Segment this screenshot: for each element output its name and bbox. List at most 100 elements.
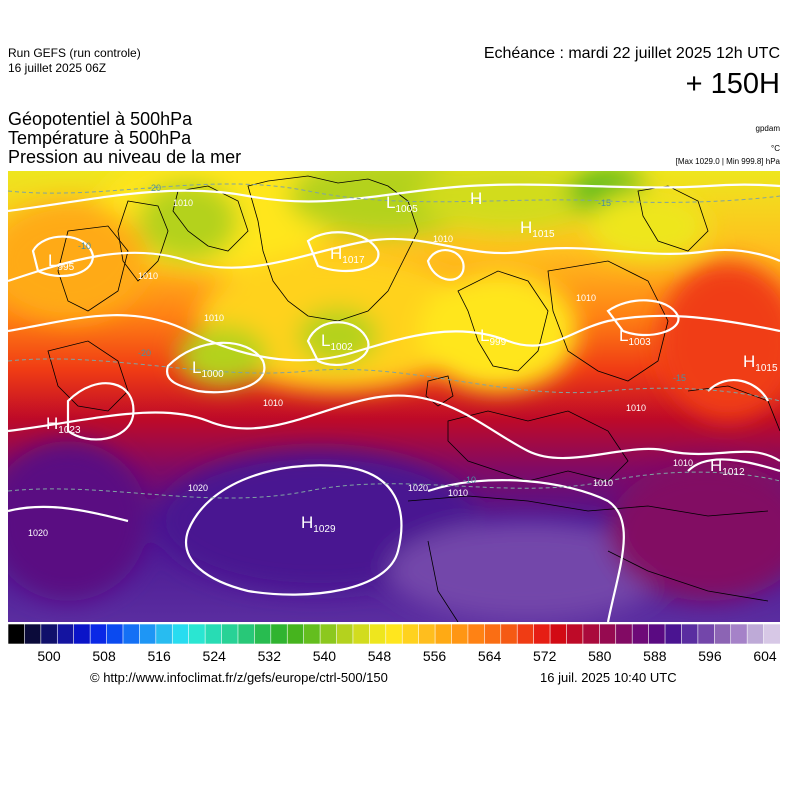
unit-temperature: °C <box>771 144 780 153</box>
colorbar-swatch <box>418 623 436 645</box>
pressure-center-low: L1005 <box>386 193 418 215</box>
pressure-center-high: H1017 <box>330 244 365 266</box>
isotherm-labels: -20 -10 -20 -15 -15 -10 <box>78 183 686 485</box>
colorbar <box>7 623 781 645</box>
pressure-center-low: L999 <box>480 326 507 348</box>
run-title: Run GEFS (run controle) <box>8 46 141 60</box>
isotherm-label: -10 <box>78 241 91 251</box>
colorbar-swatch <box>254 623 272 645</box>
colorbar-swatch <box>270 623 289 645</box>
colorbar-swatch <box>352 623 371 645</box>
run-date: 16 juillet 2025 06Z <box>8 61 107 75</box>
colorbar-swatch <box>533 623 551 645</box>
isobar-label: 1010 <box>204 313 224 323</box>
colorbar-swatch <box>615 623 633 645</box>
pressure-minmax: [Max 1029.0 | Min 999.8] hPa <box>675 157 780 166</box>
pressure-center-low: L1000 <box>192 358 224 380</box>
colorbar-swatch <box>56 623 75 645</box>
colorbar-swatch <box>336 623 354 645</box>
colorbar-swatch <box>434 623 453 645</box>
colorbar-swatch <box>582 623 601 645</box>
colorbar-swatch <box>664 623 683 645</box>
colorbar-swatch <box>763 623 781 645</box>
colorbar-swatch <box>697 623 716 645</box>
colorbar-label: 548 <box>367 648 392 664</box>
pressure-center-low: L1003 <box>619 326 651 348</box>
pressure-centers: L995 L1005 H H1015 H1017 L1002 L1000 L999 L1003 H… <box>46 189 778 535</box>
colorbar-swatch <box>730 623 748 645</box>
isotherm-label: -10 <box>463 475 476 485</box>
colorbar-swatch <box>155 623 174 645</box>
pressure-center-high: H1023 <box>46 414 81 436</box>
colorbar-label: 508 <box>92 648 116 664</box>
colorbar-swatch <box>139 623 157 645</box>
colorbar-swatch <box>7 623 26 645</box>
pressure-center-high: H1015 <box>743 352 778 374</box>
isobar-label: 1010 <box>673 458 693 468</box>
colorbar-label: 500 <box>37 648 61 664</box>
pressure-center-high: H1029 <box>301 513 336 535</box>
pressure-center-low: L1002 <box>321 331 353 353</box>
colorbar-swatch <box>566 623 584 645</box>
colorbar-swatch <box>681 623 699 645</box>
colorbar-swatch <box>549 623 568 645</box>
field-temperature: Température à 500hPa <box>8 128 192 148</box>
colorbar-label: 532 <box>257 648 281 664</box>
colorbar-swatch <box>73 623 91 645</box>
isobar-label: 1010 <box>173 198 193 208</box>
colorbar-swatch <box>89 623 108 645</box>
colorbar-label: 556 <box>422 648 447 664</box>
field-pressure: Pression au niveau de la mer <box>8 147 242 167</box>
colorbar-label: 596 <box>698 648 722 664</box>
colorbar-swatch <box>204 623 223 645</box>
colorbar-swatch <box>484 623 502 645</box>
colorbar-swatch <box>713 623 732 645</box>
isobar-label: 1010 <box>576 293 596 303</box>
colorbar-swatch <box>516 623 535 645</box>
colorbar-swatch <box>319 623 338 645</box>
unit-geopotential: gpdam <box>755 124 780 133</box>
colorbar-swatch <box>369 623 387 645</box>
colorbar-swatch <box>24 623 42 645</box>
colorbar-swatch <box>401 623 420 645</box>
colorbar-swatch <box>122 623 141 645</box>
isobar-label: 1010 <box>138 271 158 281</box>
colorbar-label: 524 <box>202 648 226 664</box>
colorbar-swatch <box>385 623 404 645</box>
isobar-label: 1020 <box>28 528 48 538</box>
colorbar-label: 588 <box>643 648 667 664</box>
isobar-label: 1010 <box>433 234 453 244</box>
colorbar-swatch <box>500 623 518 645</box>
isotherm-label: -20 <box>138 348 151 358</box>
colorbar-swatch <box>746 623 765 645</box>
footer-timestamp: 16 juil. 2025 10:40 UTC <box>540 670 677 685</box>
colorbar-label: 516 <box>147 648 171 664</box>
geopotential-fill <box>8 171 780 621</box>
field-geopotential: Géopotentiel à 500hPa <box>8 109 193 129</box>
isobars <box>8 183 780 622</box>
colorbar-label: 540 <box>312 648 337 664</box>
isotherm-label: -20 <box>148 183 161 193</box>
isotherm-label: -15 <box>598 198 611 208</box>
isobar-label: 1020 <box>408 483 428 493</box>
valid-time: Echéance : mardi 22 juillet 2025 12h UTC <box>483 45 780 62</box>
colorbar-swatch <box>188 623 206 645</box>
colorbar-label: 580 <box>588 648 612 664</box>
map-svg: L995 L1005 H H1015 H1017 L1002 L1000 L999 L1003 H… <box>8 171 780 622</box>
isobar-label: 1010 <box>448 488 468 498</box>
isobar-label: 1010 <box>593 478 613 488</box>
isobar-label: 1020 <box>188 483 208 493</box>
isobar-label: 1010 <box>263 398 283 408</box>
lead-time: + 150H <box>685 68 780 100</box>
colorbar-swatch <box>303 623 321 645</box>
isotherm-label: -15 <box>673 373 686 383</box>
colorbar-svg <box>7 623 781 645</box>
colorbar-labels: 500 508 516 524 532 540 548 556 564 572 580 588 596 6… <box>8 648 780 666</box>
colorbar-swatch <box>648 623 666 645</box>
colorbar-label: 572 <box>533 648 557 664</box>
colorbar-label: 604 <box>753 648 777 664</box>
isobar-label: 1010 <box>626 403 646 413</box>
colorbar-swatch <box>599 623 617 645</box>
colorbar-swatch <box>40 623 59 645</box>
colorbar-swatch <box>451 623 469 645</box>
